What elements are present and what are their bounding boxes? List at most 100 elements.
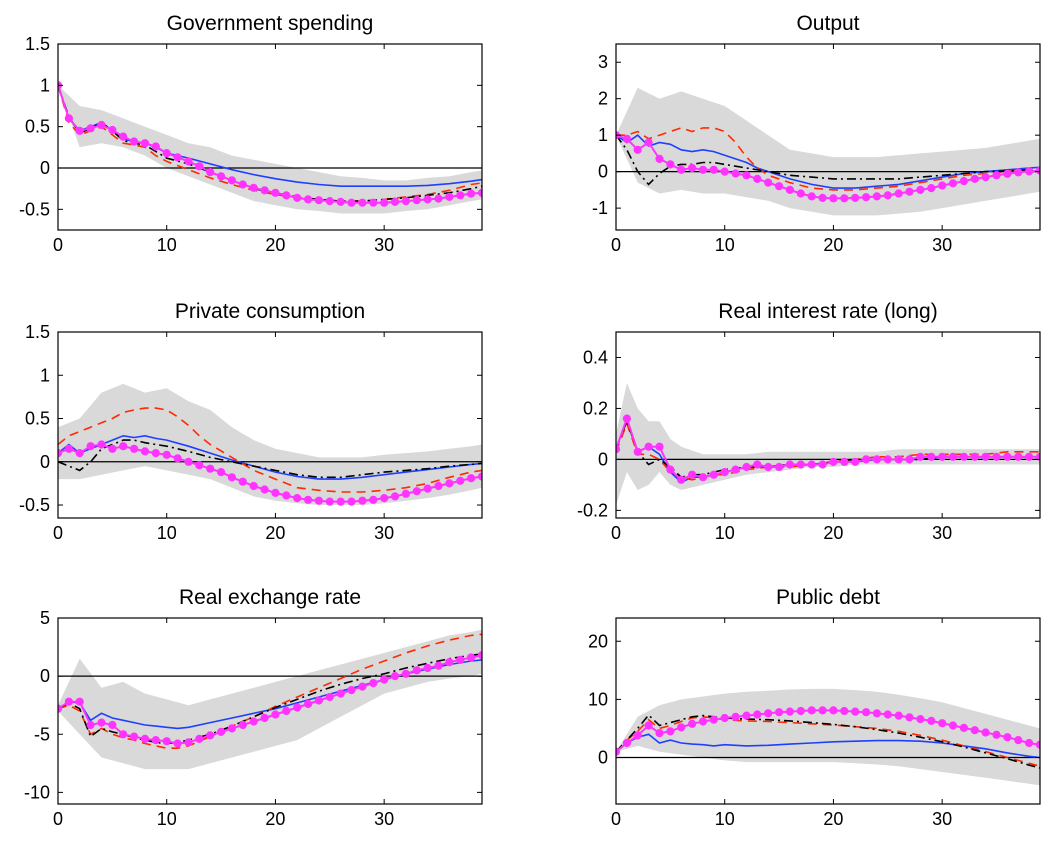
series-marker-point bbox=[1035, 166, 1040, 175]
series-marker-point bbox=[927, 184, 936, 193]
x-tick-label: 0 bbox=[53, 809, 63, 829]
series-marker-point bbox=[666, 465, 675, 474]
series-marker-point bbox=[260, 186, 269, 195]
y-tick-label: 10 bbox=[588, 689, 608, 709]
x-tick-label: 30 bbox=[374, 809, 394, 829]
series-marker-point bbox=[282, 491, 291, 500]
series-marker-point bbox=[677, 165, 686, 174]
series-marker-point bbox=[992, 730, 1001, 739]
series-marker-point bbox=[282, 191, 291, 200]
series-marker-point bbox=[140, 139, 150, 148]
series-marker-point bbox=[162, 149, 171, 158]
series-marker-point bbox=[840, 194, 849, 203]
series-marker-point bbox=[227, 473, 236, 482]
y-tick-label: -0.5 bbox=[19, 495, 50, 515]
series-marker-point bbox=[970, 174, 979, 183]
x-tick-label: 20 bbox=[823, 235, 843, 255]
series-marker-point bbox=[206, 168, 215, 177]
series-marker-point bbox=[304, 195, 313, 204]
series-marker-point bbox=[775, 182, 784, 191]
series-marker-point bbox=[467, 189, 476, 198]
series-marker-point bbox=[282, 706, 291, 716]
series-marker-point bbox=[151, 449, 160, 458]
series-marker-point bbox=[293, 193, 302, 202]
series-marker-point bbox=[173, 739, 182, 748]
series-marker-point bbox=[927, 716, 936, 726]
series-marker-point bbox=[622, 414, 632, 423]
series-marker-point bbox=[622, 134, 632, 143]
series-marker-point bbox=[314, 196, 323, 205]
y-tick-label: 0 bbox=[40, 158, 50, 178]
series-marker-point bbox=[347, 686, 356, 695]
series-marker-point bbox=[851, 193, 860, 202]
series-marker-point bbox=[227, 176, 236, 185]
series-marker-point bbox=[644, 442, 653, 451]
series-marker-line bbox=[616, 709, 1040, 753]
series-marker-point bbox=[742, 462, 751, 472]
x-tick-label: 0 bbox=[611, 235, 621, 255]
series-marker-point bbox=[709, 715, 718, 724]
series-marker-point bbox=[412, 196, 421, 205]
series-marker-point bbox=[698, 473, 708, 482]
series-marker-point bbox=[666, 160, 675, 169]
confidence-band bbox=[616, 383, 1040, 506]
series-marker-point bbox=[709, 165, 718, 174]
series-marker-point bbox=[1014, 452, 1023, 461]
plot-area bbox=[616, 688, 1040, 786]
confidence-band bbox=[58, 383, 482, 505]
series-marker-point bbox=[227, 724, 236, 733]
series-marker-point bbox=[238, 180, 247, 189]
series-marker-point bbox=[108, 444, 117, 453]
y-tick-label: -0.5 bbox=[19, 199, 50, 219]
series-marker-point bbox=[314, 696, 323, 705]
series-marker-point bbox=[260, 713, 269, 723]
series-marker-point bbox=[184, 157, 193, 166]
series-dashed-line bbox=[616, 715, 1040, 767]
x-tick-label: 30 bbox=[932, 809, 952, 829]
x-tick-label: 20 bbox=[265, 809, 285, 829]
series-marker-point bbox=[304, 495, 313, 504]
confidence-band bbox=[58, 85, 482, 214]
panel-title: Private consumption bbox=[175, 300, 365, 323]
series-marker-point bbox=[86, 124, 95, 133]
x-tick-label: 0 bbox=[611, 809, 621, 829]
y-tick-label: 1 bbox=[40, 75, 50, 95]
x-tick-label: 10 bbox=[715, 809, 735, 829]
series-marker-point bbox=[720, 468, 729, 477]
series-marker-point bbox=[434, 661, 443, 670]
x-tick-label: 20 bbox=[823, 523, 843, 543]
y-tick-label: 20 bbox=[588, 631, 608, 651]
series-marker-point bbox=[401, 669, 410, 678]
series-marker-line bbox=[616, 134, 1040, 200]
series-marker-point bbox=[633, 731, 642, 740]
y-tick-label: 0 bbox=[40, 452, 50, 472]
x-tick-label: 10 bbox=[157, 523, 177, 543]
series-marker-point bbox=[818, 460, 827, 469]
series-marker-point bbox=[829, 457, 838, 466]
series-marker-point bbox=[883, 455, 892, 464]
series-marker-point bbox=[851, 707, 860, 716]
series-marker-point bbox=[807, 460, 816, 469]
series-marker-point bbox=[97, 440, 106, 449]
y-tick-label: 0.5 bbox=[25, 117, 50, 137]
series-marker-point bbox=[380, 198, 389, 207]
series-marker-point bbox=[336, 197, 345, 206]
series-marker-point bbox=[1003, 169, 1012, 178]
series-marker-point bbox=[347, 497, 356, 506]
series-marker-point bbox=[1025, 452, 1034, 461]
series-marker-point bbox=[445, 479, 454, 488]
series-marker-point bbox=[206, 731, 215, 740]
series-marker-point bbox=[720, 713, 729, 723]
series-marker-point bbox=[184, 738, 193, 747]
series-marker-point bbox=[883, 191, 892, 200]
series-marker-point bbox=[742, 711, 751, 720]
axes-frame bbox=[57, 43, 483, 231]
series-marker-point bbox=[905, 455, 914, 464]
series-marker-point bbox=[840, 457, 849, 466]
series-marker-point bbox=[807, 192, 816, 201]
y-tick-label: 1 bbox=[598, 125, 608, 145]
series-marker-point bbox=[119, 730, 128, 739]
series-marker-point bbox=[731, 465, 740, 474]
series-marker-point bbox=[981, 452, 990, 461]
y-tick-label: 1.5 bbox=[25, 34, 50, 54]
